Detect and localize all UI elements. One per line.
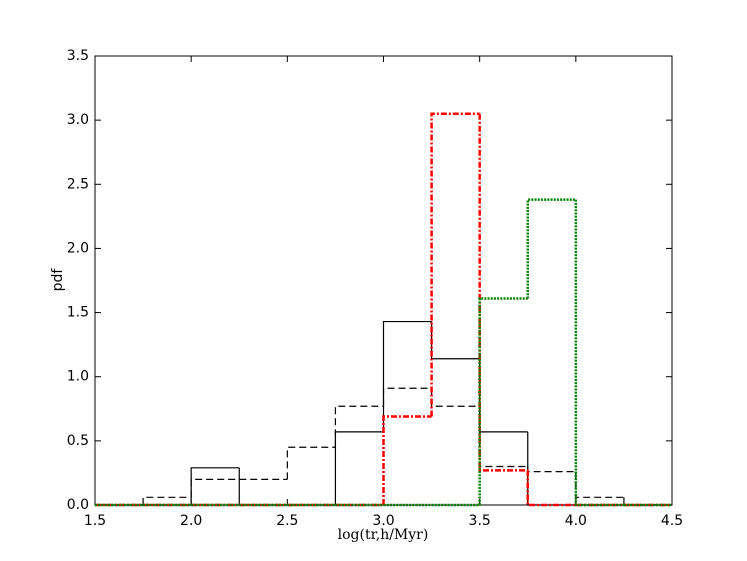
x-tick-label: 3.5 [469,513,491,529]
histogram-bin [190,467,240,505]
x-tick-label: 4.0 [565,513,587,529]
histogram-bin [527,466,576,473]
histogram-bin [430,321,480,360]
histogram-bin [526,198,576,299]
y-tick-label: 2.0 [67,240,89,256]
histogram-bin [190,478,240,498]
histogram-bin [334,405,384,448]
x-tick-label: 2.0 [180,513,202,529]
y-tick-label: 3.0 [67,112,89,128]
histogram-bin [382,387,432,407]
histogram-bin [430,388,480,407]
plot-frame [94,55,673,506]
histogram-bin [286,446,336,480]
x-tick-label: 3.0 [372,513,394,529]
histogram-bin [478,113,528,472]
histogram-bin [479,358,528,433]
x-axis-label: log(tr,h/Myr) [338,527,429,543]
histogram-bin [527,431,576,506]
x-tick-label: 2.5 [276,513,298,529]
histogram-bin [575,471,624,498]
histogram-bin [238,467,288,506]
histogram-bin [334,431,384,505]
y-tick-label: 1.5 [67,305,89,321]
histogram-bin [382,415,432,505]
y-tick-label: 0.0 [67,497,89,513]
histogram-bin [574,199,624,507]
histogram-bin [526,470,576,507]
y-axis-label: pdf [50,268,66,292]
x-tick-label: 1.5 [84,513,106,529]
histogram-bin [479,406,528,468]
histogram-bin [430,112,480,417]
y-tick-label: 0.5 [67,433,89,449]
histogram-bin [478,297,528,505]
histogram-bin [142,496,192,505]
y-tick-label: 2.5 [67,176,89,192]
x-tick-label: 4.5 [661,513,683,529]
y-tick-label: 3.5 [67,48,89,64]
y-tick-label: 1.0 [67,369,89,385]
